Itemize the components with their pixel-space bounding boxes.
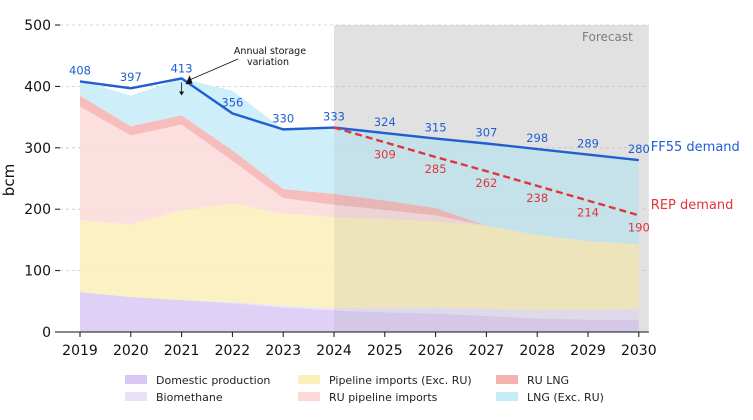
annotation-arrow-up (185, 75, 193, 85)
data-label-rep-demand-2025: 309 (374, 147, 396, 161)
x-tick-label-2025: 2025 (367, 343, 403, 359)
x-tick-label-2024: 2024 (316, 343, 352, 359)
area-pipeline-imports-exc-ru (80, 203, 639, 310)
annotation-text-line1: Annual storage (234, 46, 306, 57)
x-tick-label-2022: 2022 (215, 343, 251, 359)
area-ru-pipeline-imports (80, 106, 639, 245)
x-tick-label-2030: 2030 (621, 343, 657, 359)
legend-swatch-biomethane (125, 392, 147, 401)
data-label-ff55-demand-2025: 324 (374, 115, 396, 129)
y-tick-label-0: 0 (42, 325, 51, 341)
legend-swatch-ru-lng (496, 375, 518, 384)
y-tick-label-300: 300 (24, 141, 51, 157)
data-label-ff55-demand-2027: 307 (475, 126, 497, 140)
y-tick-label-400: 400 (24, 79, 51, 95)
data-label-rep-demand-2028: 238 (526, 191, 548, 205)
data-label-ff55-demand-2026: 315 (425, 121, 447, 135)
legend-label-biomethane: Biomethane (156, 391, 223, 404)
y-tick-label-200: 200 (24, 202, 51, 218)
data-label-rep-demand-2029: 214 (577, 206, 599, 220)
legend-swatch-ru-pipeline-imports (298, 392, 320, 401)
data-label-ff55-demand-2030: 280 (628, 142, 650, 156)
x-tick-label-2028: 2028 (519, 343, 555, 359)
line-rep-demand (333, 126, 640, 217)
y-tick-label-500: 500 (24, 18, 51, 34)
data-label-ff55-demand-2022: 356 (221, 95, 243, 109)
area-domestic-production (80, 292, 639, 332)
area-lng-exc-ru (80, 78, 639, 245)
annotation-text-line2: variation (247, 57, 289, 68)
forecast-label: Forecast (582, 30, 633, 44)
data-label-rep-demand-2030: 190 (628, 220, 650, 234)
y-axis-title: bcm (0, 164, 18, 196)
legend-swatch-domestic-production (125, 375, 147, 384)
series-label-ff55-demand: FF55 demand (651, 140, 740, 155)
data-label-ff55-demand-2020: 397 (120, 70, 142, 84)
y-tick-label-100: 100 (24, 264, 51, 280)
x-tick-label-2023: 2023 (265, 343, 301, 359)
forecast-tint (334, 25, 649, 332)
data-label-rep-demand-2026: 285 (425, 162, 447, 176)
legend-label-ru-pipeline-imports: RU pipeline imports (329, 391, 438, 404)
data-label-ff55-demand-2028: 298 (526, 131, 548, 145)
line-ff55-demand (79, 77, 639, 162)
x-tick-label-2027: 2027 (469, 343, 505, 359)
legend-swatch-lng-exc-ru (496, 392, 518, 401)
annotation-arrow-down (179, 91, 185, 96)
x-tick-label-2021: 2021 (164, 343, 200, 359)
x-tick-label-2020: 2020 (113, 343, 149, 359)
data-label-ff55-demand-2019: 408 (69, 63, 91, 77)
legend-swatch-pipeline-imports-exc-ru (298, 375, 320, 384)
legend-label-ru-lng: RU LNG (527, 374, 569, 387)
data-label-ff55-demand-2024: 333 (323, 110, 345, 124)
data-label-ff55-demand-2021: 413 (171, 61, 193, 75)
data-label-rep-demand-2027: 262 (475, 176, 497, 190)
legend-label-lng-exc-ru: LNG (Exc. RU) (527, 391, 604, 404)
series-label-rep-demand: REP demand (651, 198, 734, 213)
x-tick-label-2019: 2019 (62, 343, 98, 359)
data-label-ff55-demand-2029: 289 (577, 137, 599, 151)
area-biomethane (80, 292, 639, 320)
legend-label-domestic-production: Domestic production (156, 374, 270, 387)
x-tick-label-2026: 2026 (418, 343, 454, 359)
annotation-leader (188, 58, 239, 81)
legend-label-pipeline-imports-exc-ru: Pipeline imports (Exc. RU) (329, 374, 472, 387)
data-label-ff55-demand-2023: 330 (272, 111, 294, 125)
x-tick-label-2029: 2029 (570, 343, 606, 359)
